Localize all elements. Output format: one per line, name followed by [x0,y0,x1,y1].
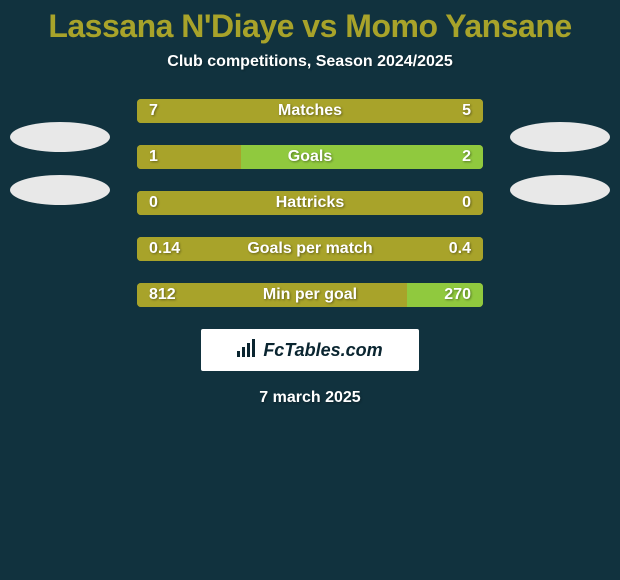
player2-avatar-top [510,122,610,152]
page-subtitle: Club competitions, Season 2024/2025 [0,53,620,71]
stat-value-right: 5 [462,99,471,123]
player1-avatar-top [10,122,110,152]
stat-value-right: 0.4 [449,237,471,261]
stat-value-right: 270 [444,283,471,307]
stat-label: Hattricks [137,191,483,215]
comparison-container: Lassana N'Diaye vs Momo Yansane Club com… [0,0,620,580]
page-title: Lassana N'Diaye vs Momo Yansane [0,0,620,45]
player2-avatar-bottom [510,175,610,205]
chart-icon [237,339,257,362]
player1-avatar-bottom [10,175,110,205]
stat-row: 812Min per goal270 [137,283,483,307]
stat-value-right: 0 [462,191,471,215]
stat-label: Goals per match [137,237,483,261]
stat-value-right: 2 [462,145,471,169]
stat-row: 7Matches5 [137,99,483,123]
stat-row: 1Goals2 [137,145,483,169]
footer-date: 7 march 2025 [0,389,620,407]
footer-logo-text: FcTables.com [263,340,382,361]
stat-row: 0Hattricks0 [137,191,483,215]
stat-label: Goals [137,145,483,169]
footer-logo[interactable]: FcTables.com [201,329,419,371]
stat-label: Matches [137,99,483,123]
stat-label: Min per goal [137,283,483,307]
stat-row: 0.14Goals per match0.4 [137,237,483,261]
